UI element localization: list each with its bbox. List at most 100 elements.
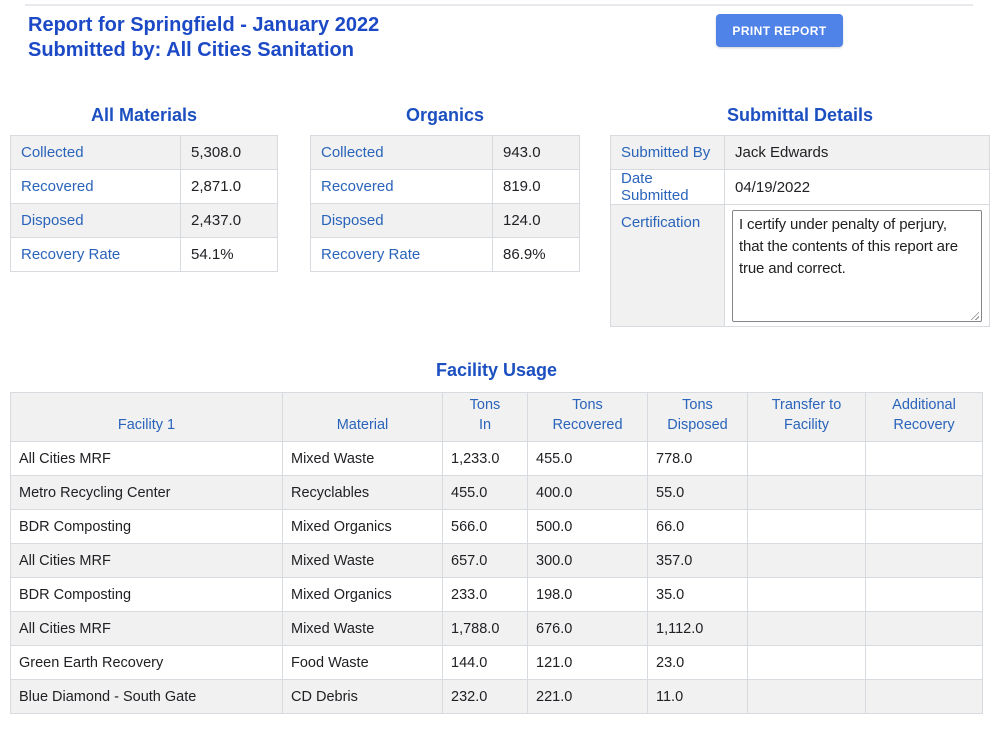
tons-disposed-cell: 66.0 [647, 509, 748, 544]
material-cell: Mixed Waste [282, 611, 443, 646]
row-label: Collected [310, 135, 493, 170]
resize-grip-icon[interactable] [968, 309, 979, 320]
table-row: All Cities MRF Mixed Waste 657.0 300.0 3… [10, 543, 983, 578]
tons-recovered-cell: 400.0 [527, 475, 648, 510]
additional-recovery-cell [865, 611, 983, 646]
table-row: Certification I certify under penalty of… [610, 204, 990, 327]
table-row: BDR Composting Mixed Organics 233.0 198.… [10, 577, 983, 612]
row-value: 2,871.0 [180, 169, 278, 204]
transfer-to-facility-cell [747, 441, 866, 476]
tons-in-cell: 455.0 [442, 475, 528, 510]
table-row: Collected 5,308.0 [10, 135, 278, 170]
table-row: Recovered 2,871.0 [10, 169, 278, 204]
submittal-details-section: Submittal Details Submitted By Jack Edwa… [610, 105, 990, 327]
row-label: Disposed [10, 203, 181, 238]
facility-cell: All Cities MRF [10, 611, 283, 646]
table-row: Disposed 2,437.0 [10, 203, 278, 238]
material-cell: Mixed Waste [282, 543, 443, 578]
submitted-by-value: Jack Edwards [724, 135, 990, 170]
column-header-transfer-to-facility: Transfer to Facility [747, 392, 866, 442]
tons-disposed-cell: 778.0 [647, 441, 748, 476]
report-title-line2: Submitted by: All Cities Sanitation [28, 39, 354, 61]
material-cell: Mixed Organics [282, 509, 443, 544]
tons-recovered-cell: 455.0 [527, 441, 648, 476]
row-value: 54.1% [180, 237, 278, 272]
submitted-by-label: Submitted By [610, 135, 725, 170]
facility-usage-table: Facility 1 Material Tons In Tons Recover… [10, 392, 983, 714]
facility-usage-section: Facility Usage Facility 1 Material Tons … [10, 360, 983, 714]
additional-recovery-cell [865, 577, 983, 612]
column-header-additional-recovery: Additional Recovery [865, 392, 983, 442]
column-header-facility: Facility 1 [10, 392, 283, 442]
tons-in-cell: 1,233.0 [442, 441, 528, 476]
row-value: 943.0 [492, 135, 580, 170]
material-cell: CD Debris [282, 679, 443, 714]
row-label: Recovery Rate [10, 237, 181, 272]
tons-recovered-cell: 300.0 [527, 543, 648, 578]
additional-recovery-cell [865, 679, 983, 714]
facility-cell: Blue Diamond - South Gate [10, 679, 283, 714]
additional-recovery-cell [865, 543, 983, 578]
tons-disposed-cell: 11.0 [647, 679, 748, 714]
header-row: Facility 1 Material Tons In Tons Recover… [10, 392, 983, 442]
tons-in-cell: 144.0 [442, 645, 528, 680]
row-value: 2,437.0 [180, 203, 278, 238]
organics-table: Collected 943.0 Recovered 819.0 Disposed… [310, 135, 580, 272]
row-label: Recovered [10, 169, 181, 204]
transfer-to-facility-cell [747, 475, 866, 510]
column-header-tons-in: Tons In [442, 392, 528, 442]
row-value: 86.9% [492, 237, 580, 272]
transfer-to-facility-cell [747, 645, 866, 680]
transfer-to-facility-cell [747, 577, 866, 612]
row-label: Recovery Rate [310, 237, 493, 272]
transfer-to-facility-cell [747, 679, 866, 714]
additional-recovery-cell [865, 475, 983, 510]
table-row: Recovery Rate 86.9% [310, 237, 580, 272]
row-value: 124.0 [492, 203, 580, 238]
organics-title: Organics [405, 105, 485, 125]
table-row: Recovery Rate 54.1% [10, 237, 278, 272]
print-report-button[interactable]: PRINT REPORT [716, 14, 843, 47]
row-label: Collected [10, 135, 181, 170]
facility-cell: All Cities MRF [10, 543, 283, 578]
facility-cell: BDR Composting [10, 577, 283, 612]
tons-recovered-cell: 121.0 [527, 645, 648, 680]
tons-recovered-cell: 676.0 [527, 611, 648, 646]
row-label: Disposed [310, 203, 493, 238]
all-materials-table: Collected 5,308.0 Recovered 2,871.0 Disp… [10, 135, 278, 272]
top-divider [25, 4, 973, 6]
transfer-to-facility-cell [747, 509, 866, 544]
tons-recovered-cell: 221.0 [527, 679, 648, 714]
date-submitted-value: 04/19/2022 [724, 169, 990, 205]
row-value: 5,308.0 [180, 135, 278, 170]
date-submitted-label: Date Submitted [610, 169, 725, 205]
table-row: All Cities MRF Mixed Waste 1,788.0 676.0… [10, 611, 983, 646]
table-row: BDR Composting Mixed Organics 566.0 500.… [10, 509, 983, 544]
page-title: Report for Springfield - January 2022 Su… [28, 13, 379, 63]
tons-in-cell: 657.0 [442, 543, 528, 578]
transfer-to-facility-cell [747, 543, 866, 578]
submittal-details-table: Submitted By Jack Edwards Date Submitted… [610, 135, 990, 327]
row-label: Recovered [310, 169, 493, 204]
material-cell: Mixed Organics [282, 577, 443, 612]
table-row: Date Submitted 04/19/2022 [610, 169, 990, 205]
organics-section: Organics Collected 943.0 Recovered 819.0… [310, 105, 580, 272]
submittal-details-title: Submittal Details [726, 105, 874, 125]
tons-disposed-cell: 35.0 [647, 577, 748, 612]
tons-in-cell: 566.0 [442, 509, 528, 544]
table-row: All Cities MRF Mixed Waste 1,233.0 455.0… [10, 441, 983, 476]
tons-in-cell: 1,788.0 [442, 611, 528, 646]
column-header-tons-disposed: Tons Disposed [647, 392, 748, 442]
certification-label: Certification [610, 204, 725, 327]
table-row: Recovered 819.0 [310, 169, 580, 204]
column-header-material: Material [282, 392, 443, 442]
facility-cell: Green Earth Recovery [10, 645, 283, 680]
row-value: 819.0 [492, 169, 580, 204]
tons-disposed-cell: 23.0 [647, 645, 748, 680]
column-header-tons-recovered: Tons Recovered [527, 392, 648, 442]
tons-in-cell: 232.0 [442, 679, 528, 714]
tons-in-cell: 233.0 [442, 577, 528, 612]
tons-disposed-cell: 55.0 [647, 475, 748, 510]
certification-textarea[interactable]: I certify under penalty of perjury, that… [732, 210, 982, 322]
